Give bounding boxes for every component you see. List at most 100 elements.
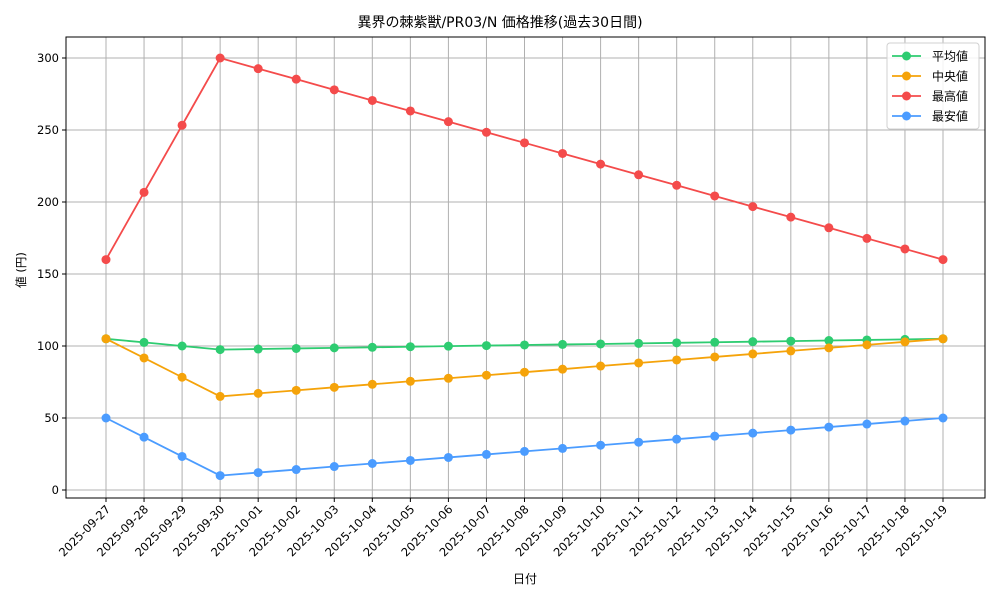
data-point (786, 425, 796, 435)
data-point (177, 120, 187, 130)
data-point (596, 440, 606, 450)
data-point (786, 346, 796, 356)
data-point (596, 159, 606, 169)
data-point (367, 379, 377, 389)
data-point (862, 419, 872, 429)
grid (66, 37, 985, 498)
data-point (672, 180, 682, 190)
data-point (900, 337, 910, 347)
data-point (215, 345, 225, 355)
data-point (253, 388, 263, 398)
legend-item: 最高値 (892, 89, 968, 104)
y-axis: 0 50 100 150 200 250 300 (37, 51, 66, 497)
data-point (634, 437, 644, 447)
data-point (596, 361, 606, 371)
data-point (367, 95, 377, 105)
data-point (558, 148, 568, 158)
data-point (634, 338, 644, 348)
data-point (520, 367, 529, 377)
data-point (215, 471, 225, 481)
legend-marker-icon (902, 91, 911, 101)
data-point (291, 343, 301, 353)
data-point (405, 376, 415, 386)
legend-label: 平均値 (932, 49, 968, 64)
data-point (443, 373, 453, 383)
legend-marker-icon (902, 71, 911, 81)
data-point (291, 74, 301, 84)
data-point (329, 343, 339, 353)
data-point (596, 339, 606, 349)
data-point (329, 382, 339, 392)
data-point (481, 449, 491, 459)
data-point (215, 391, 225, 401)
data-point (177, 372, 187, 382)
data-point (481, 127, 491, 137)
data-point (558, 443, 568, 453)
data-point (748, 428, 758, 438)
data-point (520, 446, 529, 456)
legend-marker-icon (902, 111, 911, 121)
data-point (101, 334, 111, 344)
data-point (253, 468, 263, 478)
data-point (824, 223, 834, 233)
legend-item: 中央値 (892, 69, 968, 84)
data-point (101, 255, 111, 265)
data-point (710, 337, 720, 347)
series-0 (101, 334, 948, 355)
legend-item: 平均値 (892, 49, 968, 64)
y-tick-label: 200 (37, 195, 59, 209)
data-point (748, 202, 758, 212)
data-point (177, 451, 187, 461)
y-tick-label: 150 (37, 267, 59, 281)
data-point (329, 85, 339, 95)
y-tick-label: 50 (44, 411, 59, 425)
data-point (672, 338, 682, 348)
data-point (139, 432, 149, 442)
data-point (558, 364, 568, 374)
data-point (101, 413, 111, 423)
data-point (253, 344, 263, 354)
data-point (710, 352, 720, 362)
data-point (862, 340, 872, 350)
legend-marker-icon (902, 51, 911, 61)
data-point (405, 342, 415, 352)
data-point (938, 255, 948, 265)
series-1 (101, 334, 948, 401)
data-point (672, 434, 682, 444)
data-point (520, 138, 529, 148)
y-axis-label: 値 (円) (14, 252, 28, 288)
data-point (900, 244, 910, 254)
data-point (367, 459, 377, 469)
data-point (215, 53, 225, 63)
data-point (862, 233, 872, 243)
data-point (938, 334, 948, 344)
x-axis: 2025-09-272025-09-282025-09-292025-09-30… (56, 498, 950, 559)
data-point (139, 353, 149, 363)
series-3 (101, 413, 948, 481)
data-point (329, 462, 339, 472)
chart-title: 異界の棘紫獣/PR03/N 価格推移(過去30日間) (357, 15, 643, 31)
data-point (443, 341, 453, 351)
data-point (443, 452, 453, 462)
data-point (367, 342, 377, 352)
legend-label: 最高値 (932, 89, 968, 104)
data-point (748, 349, 758, 359)
data-point (291, 465, 301, 475)
data-point (177, 341, 187, 351)
data-point (139, 187, 149, 197)
y-tick-label: 300 (37, 51, 59, 65)
data-point (786, 336, 796, 346)
data-point (481, 341, 491, 351)
legend-item: 最安値 (892, 109, 968, 124)
data-point (748, 337, 758, 347)
data-point (405, 455, 415, 465)
data-point (405, 106, 415, 116)
data-point (291, 385, 301, 395)
data-point (253, 64, 263, 74)
data-point (443, 117, 453, 127)
data-point (634, 170, 644, 180)
legend-label: 最安値 (932, 109, 968, 124)
data-point (824, 422, 834, 432)
